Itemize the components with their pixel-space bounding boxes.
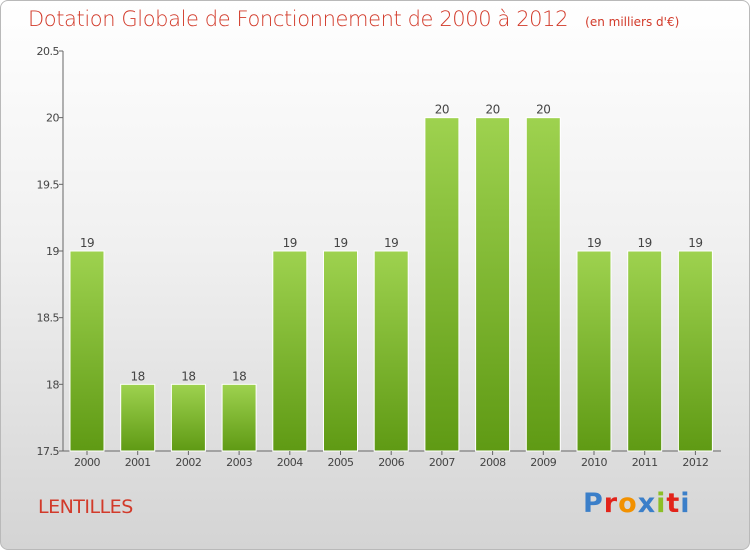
bar-value-label: 20: [485, 103, 499, 117]
logo-letter: i: [656, 488, 667, 519]
x-tick-label: 2002: [175, 456, 201, 469]
x-tick-label: 2008: [480, 456, 506, 469]
y-tick-label: 17.5: [37, 445, 60, 458]
x-tick-label: 2011: [632, 456, 658, 469]
bar-value-label: 19: [688, 236, 702, 250]
x-tick-label: 2003: [226, 456, 252, 469]
x-tick-label: 2004: [277, 456, 303, 469]
logo-letter: i: [680, 488, 691, 519]
x-tick-label: 2001: [125, 456, 151, 469]
x-tick-label: 2012: [682, 456, 708, 469]
y-tick-label: 18: [46, 378, 59, 391]
bar: [525, 117, 561, 452]
bar: [627, 250, 663, 452]
bar: [221, 383, 257, 452]
x-tick-label: 2010: [581, 456, 607, 469]
logo-letter: r: [603, 488, 619, 519]
x-tick-label: 2000: [74, 456, 100, 469]
bar-value-label: 19: [638, 236, 652, 250]
y-tick-label: 19.5: [37, 178, 60, 191]
chart-title: Dotation Globale de Fonctionnement de 20…: [28, 7, 679, 31]
bar: [576, 250, 612, 452]
logo-letter: o: [618, 488, 638, 519]
bar-value-label: 18: [232, 369, 246, 383]
y-tick-label: 20.5: [37, 45, 60, 58]
bar: [475, 117, 511, 452]
logo-letter: P: [583, 488, 604, 519]
bar: [677, 250, 713, 452]
bar: [424, 117, 460, 452]
logo-letter: t: [666, 488, 681, 519]
bar: [170, 383, 206, 452]
logo-letter: x: [637, 488, 657, 519]
bar: [120, 383, 156, 452]
y-tick-label: 20: [46, 112, 59, 125]
bar: [272, 250, 308, 452]
chart-unit-label: (en milliers d'€): [585, 15, 680, 29]
y-tick-label: 18.5: [37, 312, 60, 325]
bar-value-label: 18: [131, 369, 145, 383]
bar-value-label: 19: [384, 236, 398, 250]
bar-value-label: 18: [181, 369, 195, 383]
y-tick-label: 19: [46, 245, 59, 258]
chart-title-text: Dotation Globale de Fonctionnement de 20…: [28, 7, 569, 31]
x-tick-label: 2009: [530, 456, 556, 469]
place-name: LENTILLES: [38, 496, 133, 518]
proxiti-logo: Proxiti: [583, 488, 691, 519]
bar-value-label: 20: [536, 103, 550, 117]
x-tick-label: 2007: [429, 456, 455, 469]
x-tick-label: 2006: [378, 456, 404, 469]
bar-value-label: 19: [80, 236, 94, 250]
bar-value-label: 19: [283, 236, 297, 250]
bar: [69, 250, 105, 452]
bar: [323, 250, 358, 452]
x-tick-label: 2005: [328, 456, 354, 469]
bar-value-label: 19: [587, 236, 601, 250]
bar-value-label: 19: [333, 236, 347, 250]
bar-value-label: 20: [435, 103, 449, 117]
bar: [373, 250, 409, 452]
